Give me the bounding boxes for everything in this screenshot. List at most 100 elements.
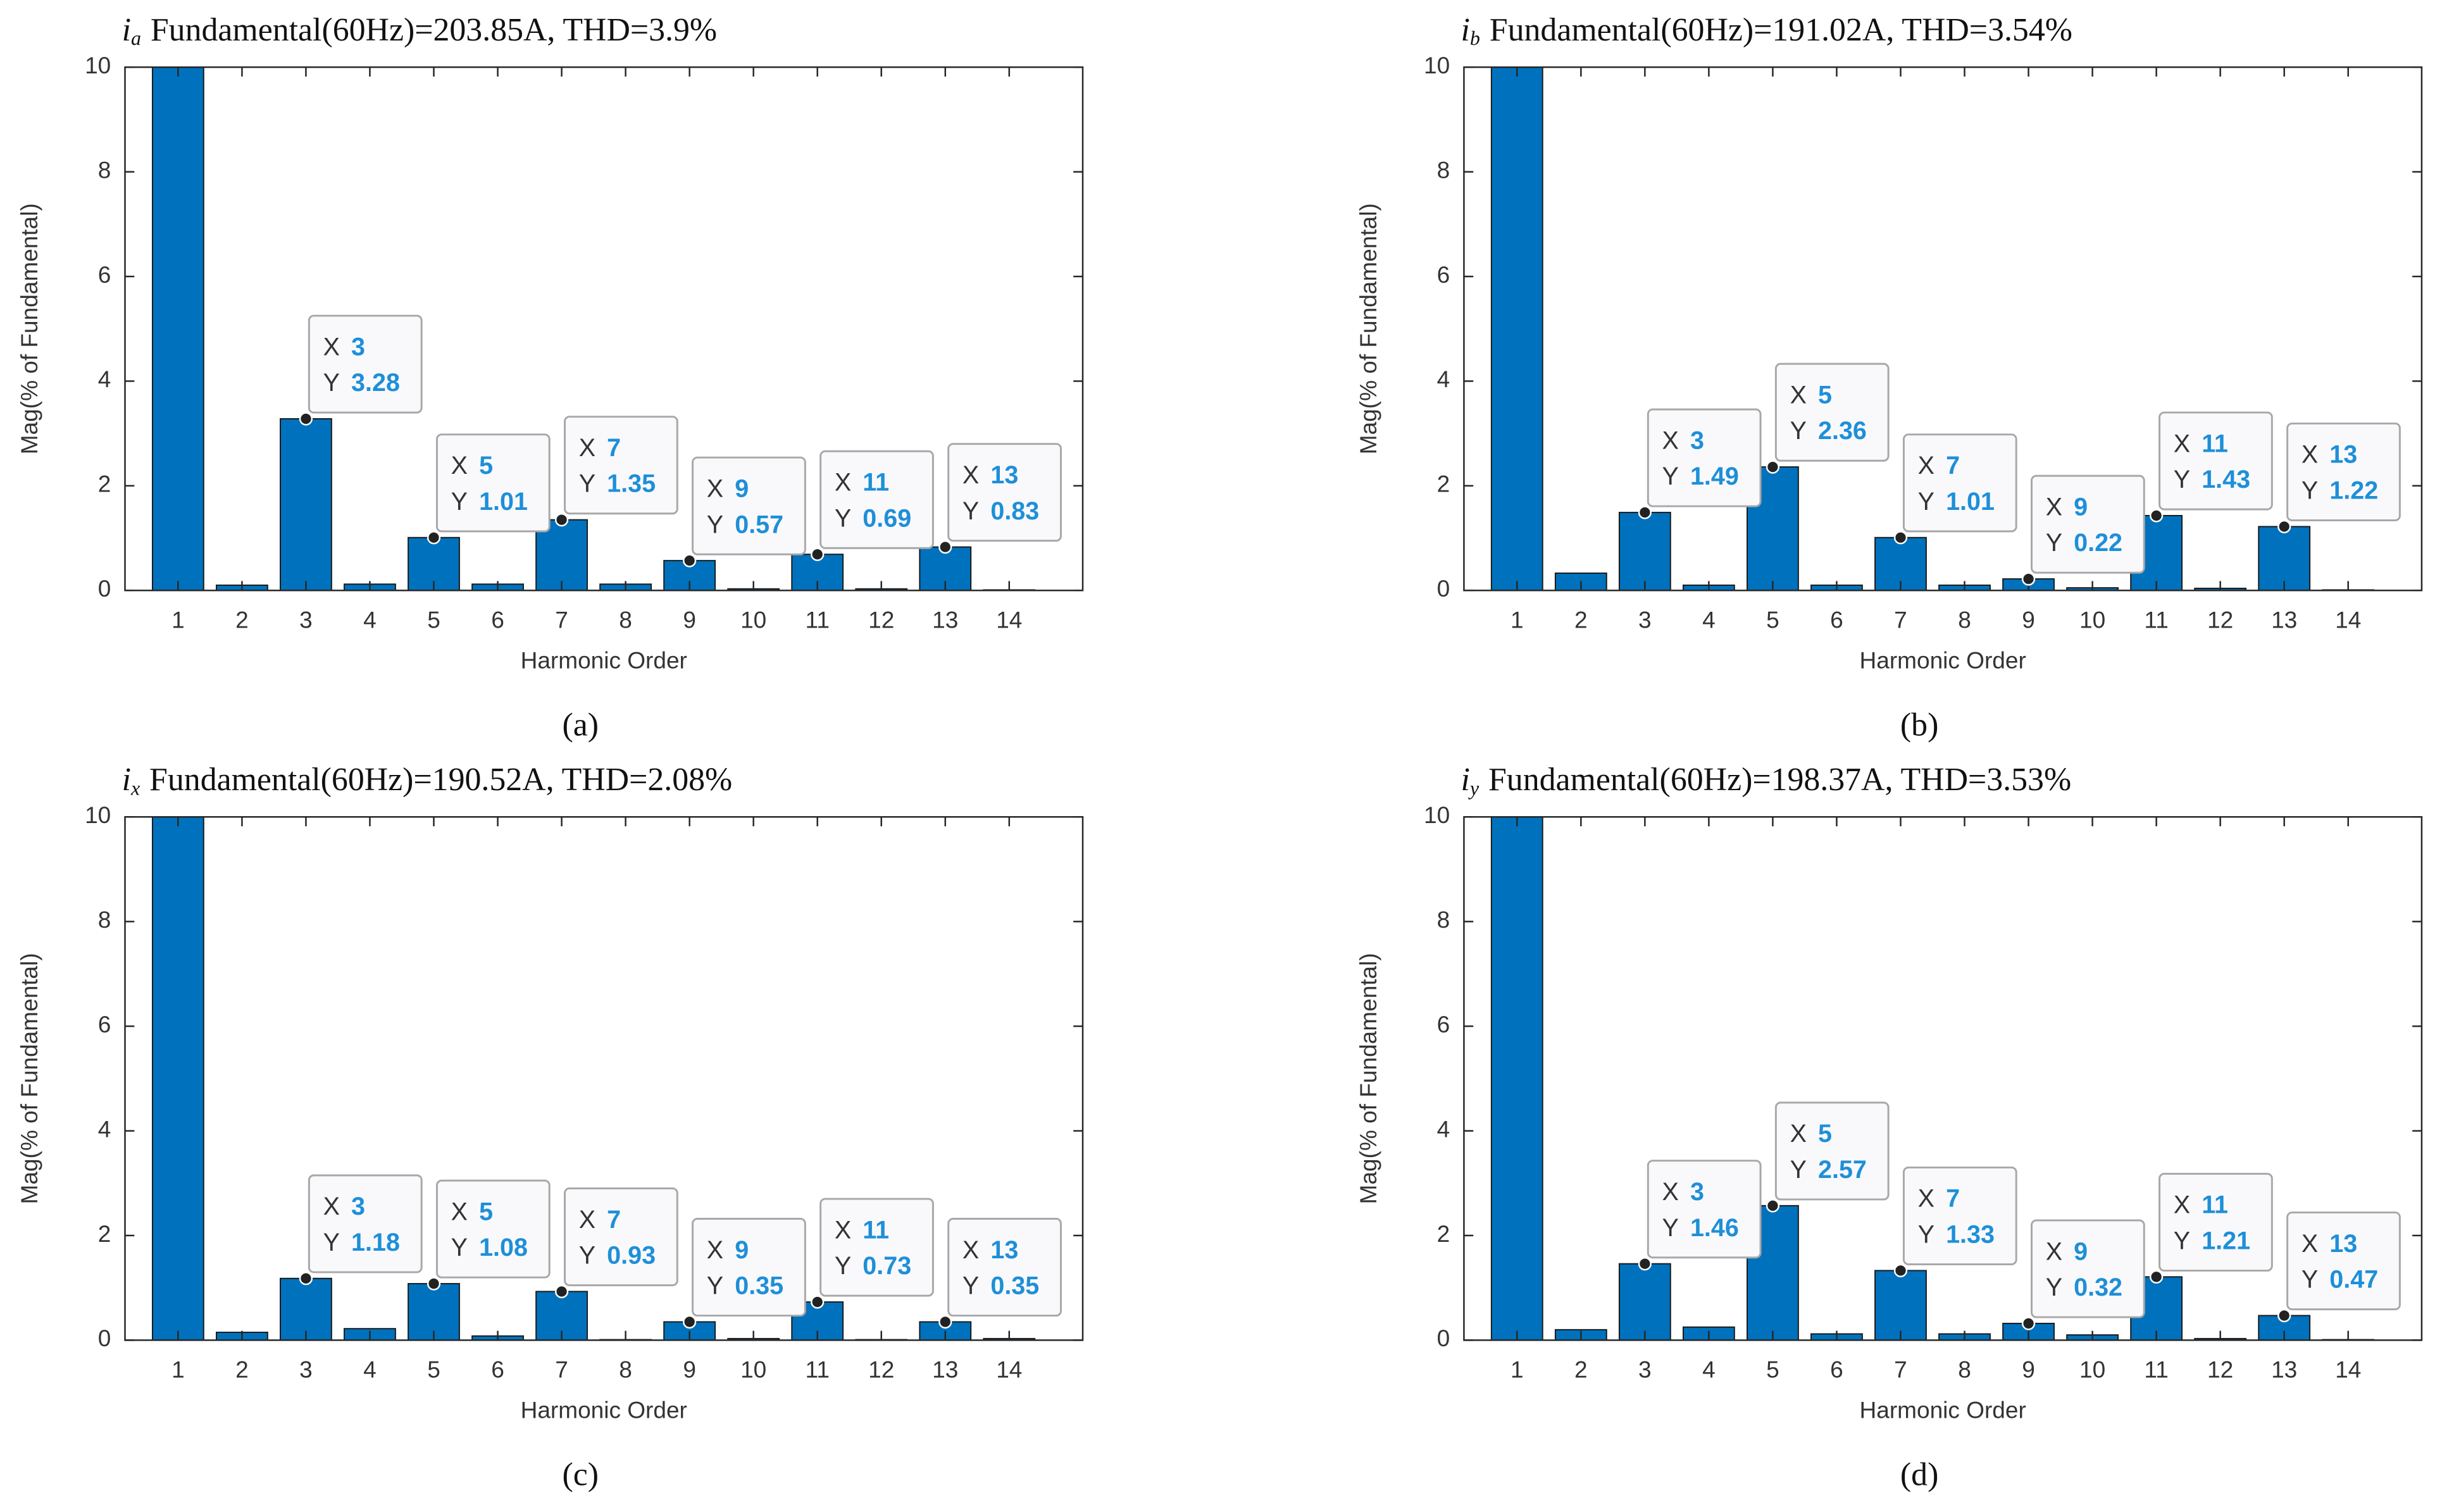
datatip-y-label: Y	[323, 1229, 340, 1256]
title-sub: a	[131, 27, 141, 50]
y-tick-label: 4	[1437, 1115, 1450, 1142]
datatip-x-label: X	[835, 469, 851, 497]
x-tick-label: 4	[363, 1356, 377, 1383]
datatip-point	[1766, 460, 1780, 474]
datatip-x-value: 3	[1690, 1178, 1704, 1206]
datatip-point	[938, 540, 952, 554]
y-tick-label: 6	[98, 261, 111, 288]
datatip-point	[811, 1295, 825, 1309]
datatip-x-label: X	[451, 452, 468, 480]
datatip-x-value: 13	[2329, 1230, 2357, 1258]
x-tick-label: 14	[996, 1356, 1022, 1383]
y-tick-label: 6	[1437, 1011, 1450, 1038]
title-sub: b	[1470, 27, 1480, 50]
datatip-y-label: Y	[2302, 1266, 2318, 1294]
datatip-x-label: X	[323, 333, 340, 361]
axes-box	[1463, 816, 2423, 1341]
datatip-box	[2031, 474, 2145, 574]
x-tick-label: 7	[555, 606, 568, 633]
datatip-x-label: X	[579, 1206, 595, 1234]
datatip-x-value: 9	[735, 1236, 749, 1264]
y-tick-label: 10	[1424, 802, 1450, 828]
datatip-point	[1893, 531, 1908, 545]
datatip-point	[554, 513, 569, 527]
title-var: i	[1461, 12, 1469, 48]
datatip-y-value: 0.35	[735, 1272, 783, 1300]
datatip-box	[1647, 408, 1762, 507]
x-tick-label: 2	[235, 606, 249, 633]
x-tick-label: 4	[1702, 606, 1716, 633]
datatip-y-value: 1.33	[1946, 1221, 1995, 1249]
datatip-y-label: Y	[1662, 462, 1679, 490]
x-tick-label: 3	[299, 1356, 313, 1383]
datatip-x-label: X	[1918, 1185, 1934, 1213]
chart-title: ia Fundamental(60Hz)=203.85A, THD=3.9%	[122, 12, 718, 50]
bars	[1490, 67, 2375, 591]
bar	[1618, 512, 1671, 591]
x-tick-label: 6	[491, 606, 504, 633]
datatip-point	[1638, 505, 1652, 519]
datatip-x-value: 7	[607, 1206, 621, 1234]
datatip-y-value: 1.01	[479, 488, 528, 516]
datatip-y-value: 0.35	[990, 1272, 1039, 1300]
bar	[1618, 1263, 1671, 1341]
datatip-x-value: 3	[351, 1193, 365, 1220]
datatip-box	[2286, 1211, 2401, 1311]
datatip-y-value: 0.83	[990, 497, 1039, 525]
datatip-x-label: X	[1790, 381, 1807, 409]
bar	[280, 1277, 332, 1341]
datatip-box	[692, 1218, 806, 1317]
datatip-point	[2021, 1317, 2036, 1330]
bar	[408, 1283, 460, 1341]
datatip-x-label: X	[2174, 1191, 2190, 1219]
title-text: Fundamental(60Hz)=198.37A, THD=3.53%	[1488, 762, 2071, 798]
bar	[151, 67, 204, 591]
datatip-box	[1774, 363, 1890, 462]
chart-title: ib Fundamental(60Hz)=191.02A, THD=3.54%	[1461, 12, 2072, 50]
x-tick-label: 2	[235, 1356, 249, 1383]
datatip-y-label: Y	[451, 1234, 468, 1261]
datatip-x-label: X	[707, 474, 723, 502]
datatip-y-value: 0.73	[863, 1252, 911, 1280]
datatip-box	[819, 1198, 934, 1297]
datatip-y-label: Y	[1918, 1221, 1934, 1249]
datatip-x-label: X	[835, 1216, 851, 1244]
y-tick-label: 10	[1424, 52, 1450, 78]
x-tick-label: 12	[868, 606, 894, 633]
x-tick-label: 2	[1574, 1356, 1588, 1383]
datatip-point	[1893, 1263, 1908, 1278]
x-tick-label: 8	[619, 1356, 632, 1383]
y-tick-label: 0	[98, 575, 111, 602]
datatip-y-value: 2.57	[1818, 1156, 1867, 1184]
datatip-box	[1774, 1101, 1890, 1201]
datatip-y-label: Y	[707, 1272, 723, 1300]
datatip-y-value: 0.32	[2074, 1273, 2122, 1301]
datatip-y-value: 0.47	[2329, 1266, 2378, 1294]
chart-title: ix Fundamental(60Hz)=190.52A, THD=2.08%	[122, 762, 733, 800]
datatip-y-value: 1.21	[2202, 1227, 2250, 1255]
x-axis-label: Harmonic Order	[521, 647, 687, 674]
y-tick-label: 4	[98, 366, 111, 392]
x-tick-label: 7	[1894, 1356, 1907, 1383]
y-tick-label: 10	[85, 802, 111, 828]
x-tick-label: 13	[932, 1356, 958, 1383]
datatip-box	[308, 1174, 423, 1273]
x-tick-label: 6	[491, 1356, 504, 1383]
datatip-point	[554, 1284, 569, 1299]
datatip-x-label: X	[2302, 441, 2318, 469]
x-tick-label: 14	[996, 606, 1022, 633]
x-tick-label: 5	[427, 1356, 440, 1383]
x-tick-label: 11	[2144, 1356, 2168, 1383]
datatip-point	[2021, 572, 2036, 586]
datatip-point	[427, 531, 441, 545]
datatip-y-value: 0.69	[863, 504, 911, 532]
datatip-box	[2286, 422, 2401, 521]
datatip-y-value: 1.46	[1690, 1214, 1739, 1242]
datatip-y-label: Y	[1790, 417, 1807, 445]
axes-box	[124, 816, 1084, 1341]
bars	[151, 67, 1036, 591]
datatip-y-label: Y	[835, 504, 851, 532]
datatip-box	[947, 443, 1062, 542]
axes-box	[1463, 66, 2423, 592]
x-tick-label: 7	[555, 1356, 568, 1383]
